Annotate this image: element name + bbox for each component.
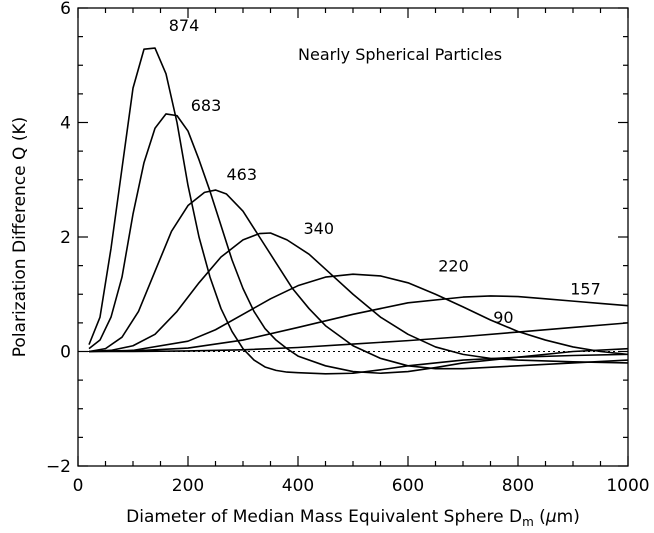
- axis-ticks: [77, 7, 629, 467]
- x-axis-title-unit-open: (: [534, 507, 546, 527]
- series-line-463: [88, 189, 629, 370]
- series-line-90: [89, 322, 629, 353]
- series-label-220: 220: [438, 256, 469, 275]
- series-line-874: [88, 47, 629, 375]
- x-axis-title-subscript: m: [522, 515, 534, 529]
- series-labels: 874 683 463 340 220 157 90: [169, 16, 601, 327]
- series-label-157: 157: [570, 279, 601, 298]
- x-tick-label: 1000: [606, 476, 649, 496]
- x-tick-label: 800: [502, 476, 534, 496]
- x-axis-title-mu: μ: [545, 507, 557, 527]
- series-line-683: [88, 113, 629, 375]
- series-line-157: [88, 295, 629, 353]
- y-tick-label: −2: [46, 457, 71, 477]
- series-label-874: 874: [169, 16, 200, 35]
- x-axis-title-prefix: Diameter of Median Mass Equivalent Spher…: [126, 507, 522, 527]
- series-line-220: [88, 273, 629, 356]
- y-axis-title: Polarization Difference Q (K): [10, 117, 30, 357]
- series-curves: [88, 47, 629, 375]
- series-line-340: [88, 232, 629, 364]
- y-tick-label: 4: [60, 114, 71, 134]
- x-tick-label: 400: [282, 476, 314, 496]
- chart-annotation: Nearly Spherical Particles: [298, 45, 502, 64]
- series-label-340: 340: [304, 219, 335, 238]
- x-tick-label: 600: [392, 476, 424, 496]
- plot-frame: [77, 7, 629, 467]
- series-label-90: 90: [493, 308, 513, 327]
- x-tick-label: 0: [73, 476, 84, 496]
- y-tick-label: 0: [60, 343, 71, 363]
- y-tick-label: 2: [60, 228, 71, 248]
- y-tick-label: 6: [60, 0, 71, 19]
- x-axis-title: Diameter of Median Mass Equivalent Spher…: [126, 507, 580, 529]
- x-axis-title-unit-close: m): [557, 507, 580, 527]
- series-label-463: 463: [227, 165, 258, 184]
- series-label-683: 683: [191, 96, 222, 115]
- x-tick-label: 200: [172, 476, 204, 496]
